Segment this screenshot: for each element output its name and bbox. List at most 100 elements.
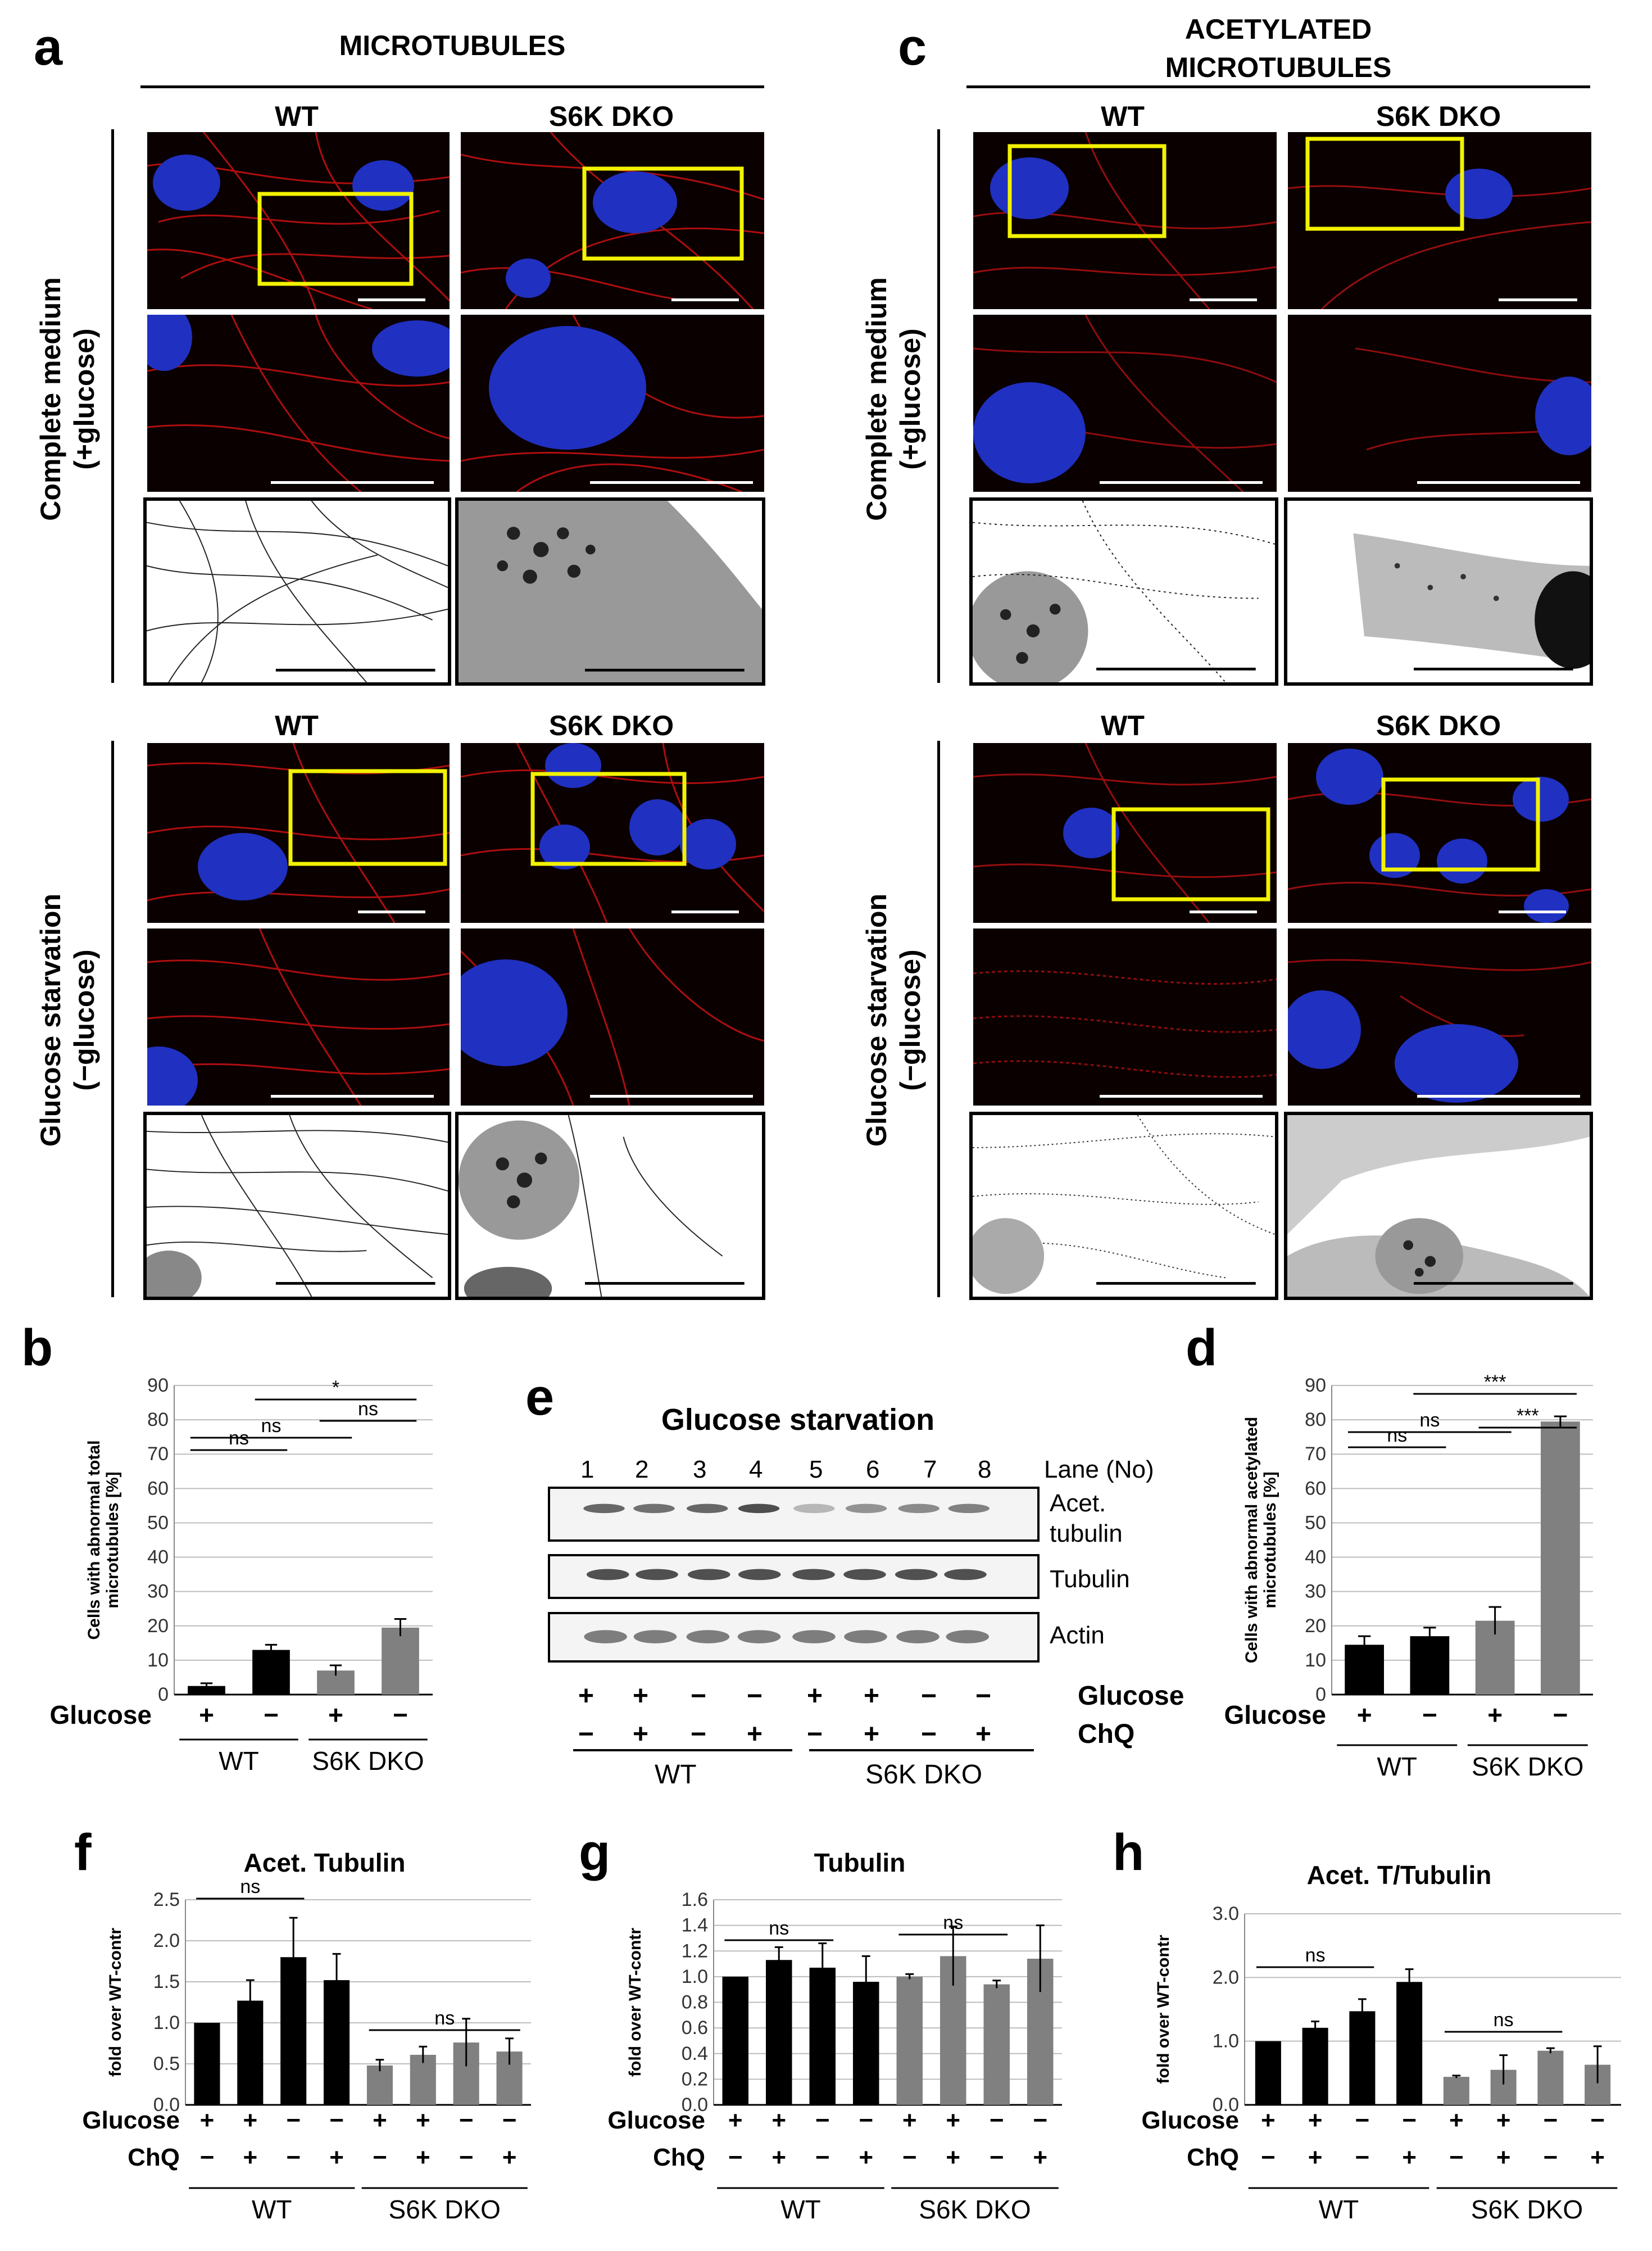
chart-h: 0.0 1.0 2.0 3.0 fold over WT-contr Acet. T/Tu… (1141, 1860, 1621, 2224)
micrograph-a-dko-complete-zoom (461, 315, 764, 492)
micrograph-a-wt-starved-overview (147, 743, 450, 923)
blot-lane-number: 1 (580, 1456, 594, 1483)
panel-a-row1-label: Complete medium (+glucose) (35, 277, 100, 521)
treatment-sign: − (1422, 1700, 1437, 1729)
treatment-sign: − (728, 2144, 743, 2171)
treatment-sign: − (859, 2107, 873, 2134)
blot-band (686, 1503, 728, 1514)
y-tick-label: 60 (147, 1478, 169, 1499)
treatment-sign: + (328, 1700, 343, 1729)
y-tick-label: 90 (147, 1375, 169, 1396)
y-tick-label: 70 (1305, 1443, 1326, 1465)
treatment-sign: + (902, 2107, 917, 2134)
blot-treatment-sign: + (807, 1681, 823, 1711)
treatment-sign: + (1261, 2107, 1276, 2134)
blot-treatment-sign: + (633, 1719, 649, 1749)
blot-treatment-sign: − (691, 1681, 707, 1711)
y-tick-label: 0.5 (153, 2053, 180, 2075)
chart-b: 0 10 20 30 40 50 60 70 80 90 Cells with abnormal t… (49, 1375, 433, 1776)
treatment-sign: − (286, 2107, 301, 2134)
treatment-sign: + (859, 2144, 873, 2171)
blot-label-acet-tubulin: tubulin (1050, 1520, 1123, 1547)
blot-band (686, 1630, 730, 1643)
micrograph-c-dko-starved-inverted (1284, 1112, 1593, 1300)
treatment-sign: − (264, 1700, 279, 1729)
y-tick-label: 1.0 (682, 1966, 708, 1987)
chart-d: 0 10 20 30 40 50 60 70 80 90 Cells with abnormal a… (1225, 1371, 1593, 1781)
y-axis-label: Cells with abnormal acetylatedmicrotubul… (1242, 1417, 1279, 1663)
panel-a-col-wt-bottom: WT (275, 710, 319, 741)
y-tick-label: 30 (147, 1581, 169, 1602)
blot-band (584, 1630, 627, 1643)
treatment-sign: − (815, 2107, 830, 2134)
treatment-sign: + (416, 2144, 430, 2171)
y-tick-label: 0.6 (682, 2017, 708, 2039)
y-tick-label: 0 (1315, 1684, 1326, 1705)
y-tick-label: 2.5 (153, 1889, 180, 1910)
bar (366, 2065, 393, 2105)
blot-band (793, 1503, 835, 1514)
treatment-sign: − (329, 2107, 344, 2134)
micrograph-c-wt-starved-inverted (969, 1112, 1278, 1300)
bar (252, 1650, 290, 1695)
blot-lane-number: 6 (866, 1456, 880, 1483)
panel-c-col-dko-bottom: S6K DKO (1376, 710, 1501, 741)
bar (1537, 2050, 1564, 2105)
micrograph-c-dko-complete-overview (1288, 132, 1591, 309)
micrograph-c-dko-starved-zoom (1288, 929, 1591, 1106)
blot-chq-label: ChQ (1078, 1719, 1135, 1749)
treatment-sign: + (1308, 2144, 1323, 2171)
significance-label: ns (1387, 1425, 1407, 1446)
blot-band (687, 1569, 730, 1580)
micrograph-c-wt-starved-overview (973, 743, 1277, 923)
bar (1410, 1636, 1450, 1695)
blot-band (898, 1503, 940, 1514)
blot-band (583, 1503, 625, 1514)
blot-band (737, 1630, 781, 1643)
treatment-sign: − (1355, 2107, 1370, 2134)
y-tick-label: 50 (147, 1512, 169, 1533)
treatment-sign: + (329, 2144, 344, 2171)
treatment-sign: − (990, 2107, 1004, 2134)
blot-treatment-sign: − (921, 1719, 937, 1749)
blot-dko-rule (809, 1749, 1034, 1751)
y-tick-label: 80 (147, 1409, 169, 1430)
bar (194, 2023, 220, 2105)
treatment-sign: − (1544, 2107, 1558, 2134)
bar (382, 1627, 419, 1695)
treatment-sign: + (502, 2144, 517, 2171)
blot-lane-number: 8 (978, 1456, 992, 1483)
group-label: S6K DKO (1472, 1752, 1583, 1781)
panel-c-col-dko-top: S6K DKO (1376, 101, 1501, 132)
y-tick-label: 40 (147, 1547, 169, 1568)
y-tick-label: 0.0 (153, 2094, 180, 2116)
bar (1255, 2041, 1281, 2105)
blot-treatment-sign: + (864, 1719, 880, 1749)
y-tick-label: 1.5 (153, 1971, 180, 1992)
y-tick-label: 1.0 (153, 2012, 180, 2033)
treatment-sign: − (459, 2144, 474, 2171)
y-tick-label: 0 (158, 1684, 169, 1705)
y-tick-label: 3.0 (1213, 1903, 1239, 1924)
treatment-sign: − (200, 2144, 215, 2171)
treatment-label: Glucose (82, 2107, 180, 2134)
significance-label: * (332, 1377, 339, 1398)
y-tick-label: 30 (1305, 1581, 1326, 1602)
significance-label: ns (1305, 1945, 1326, 1966)
treatment-label: ChQ (1187, 2144, 1239, 2171)
panel-a-col-wt-top: WT (275, 101, 319, 132)
blot-wt-rule (573, 1749, 792, 1751)
blot-tubulin (548, 1554, 1040, 1599)
treatment-sign: + (1308, 2107, 1323, 2134)
blot-band (792, 1630, 836, 1643)
blot-dko-label: S6K DKO (865, 1760, 983, 1790)
blot-lane-header: Lane (No) (1044, 1456, 1154, 1483)
significance-label: *** (1517, 1405, 1539, 1426)
chart-f: 0.0 0.5 1.0 1.5 2.0 2.5 fold over WT-contr Acet… (82, 1848, 531, 2224)
panel-c-row1-bracket (937, 129, 940, 683)
treatment-sign: + (243, 2144, 257, 2171)
blot-band (845, 1503, 887, 1514)
panel-a-col-dko-bottom: S6K DKO (548, 710, 674, 741)
panel-a-row1-bracket (111, 129, 114, 683)
significance-label: ns (943, 1912, 963, 1933)
